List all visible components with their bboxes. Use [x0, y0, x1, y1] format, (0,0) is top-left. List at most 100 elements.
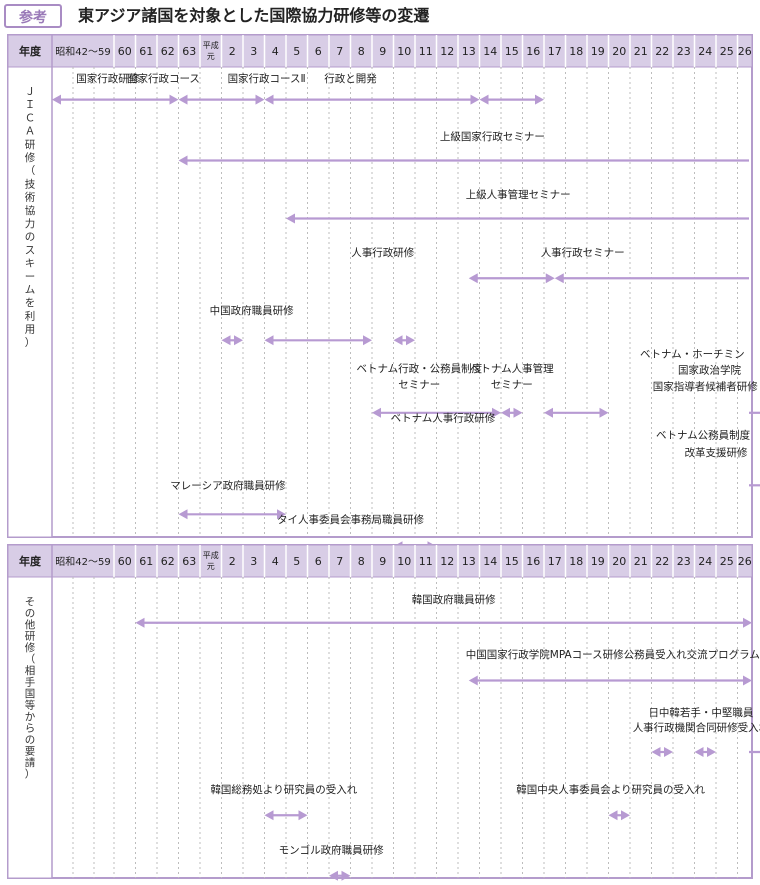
- section-label-char: 他: [25, 618, 36, 631]
- course-label: 人事行政研修: [351, 246, 414, 259]
- arrow-head-left: [393, 335, 403, 346]
- year-tick-label: 22: [655, 45, 669, 58]
- year-tick-label: 15: [505, 45, 519, 58]
- arrow-head-left: [468, 273, 478, 284]
- arrow-head-right: [470, 94, 480, 105]
- year-tick-label: 11: [419, 555, 433, 568]
- year-tick-label: 25: [720, 45, 734, 58]
- section-label-char: Ａ: [25, 126, 36, 138]
- year-tick-label: 14: [483, 45, 497, 58]
- section-label-char: の: [25, 734, 36, 746]
- arrow-head-left: [52, 94, 61, 105]
- section-label-char: 研: [25, 631, 36, 643]
- year-tick-label: 11: [419, 45, 433, 58]
- course-label: 中国国家行政学院MPAコース研修公務員受入れ交流プログラム: [466, 648, 760, 661]
- year-header-label: 年度: [19, 44, 42, 58]
- course-label: マレーシア政府職員研修: [170, 479, 286, 492]
- section-label-char: ）: [25, 337, 36, 349]
- arrow-head-left: [608, 810, 618, 821]
- course-label: 国家政治学院: [678, 364, 741, 377]
- section-label-char: 研: [25, 139, 36, 151]
- year-tick-label: 7: [336, 555, 343, 568]
- arrow-head-right: [743, 617, 752, 628]
- year-tick-label: 23: [677, 45, 691, 58]
- section-label-char: （: [25, 165, 36, 177]
- arrow-head-left: [178, 509, 188, 520]
- year-tick-label: 12: [440, 555, 454, 568]
- year-tick-label: 26: [738, 45, 752, 58]
- year-tick-label: 17: [548, 555, 562, 568]
- arrow-head-right: [341, 870, 351, 881]
- arrow-head-left: [501, 407, 510, 418]
- year-tick-label: 60: [118, 45, 132, 58]
- arrow-head-right: [255, 94, 265, 105]
- year-tick-label: 7: [336, 45, 343, 58]
- year-tick-label: 4: [272, 45, 279, 58]
- section-label-char: 修: [25, 641, 36, 654]
- section-label-char: ー: [25, 271, 36, 283]
- arrow-head-left: [264, 810, 274, 821]
- year-tick-label: 19: [591, 555, 605, 568]
- year-tick-label: 23: [677, 555, 691, 568]
- section-label-char: 用: [25, 324, 36, 336]
- year-tick-label: 元: [207, 562, 215, 571]
- year-tick-label: 平成: [203, 40, 219, 50]
- arrow-head-left: [372, 407, 381, 418]
- arrow-head-left: [554, 273, 564, 284]
- year-tick-label: 12: [440, 45, 454, 58]
- section-label-char: ス: [25, 244, 36, 256]
- section-label-char: 請: [25, 756, 36, 769]
- year-tick-label: 21: [634, 555, 648, 568]
- course-label: セミナー: [491, 379, 533, 391]
- arrow-head-left: [479, 94, 489, 105]
- year-tick-label: 6: [315, 45, 322, 58]
- year-tick-label: 21: [634, 45, 648, 58]
- section-label-char: キ: [25, 258, 36, 270]
- section-label-char: （: [25, 654, 36, 666]
- section-label-cell: [7, 576, 53, 879]
- year-tick-label: 16: [526, 45, 540, 58]
- arrow-head-left: [264, 335, 274, 346]
- course-label: ベトナム行政・公務員制度: [356, 362, 482, 375]
- section-label-char: 術: [25, 191, 36, 204]
- arrow-head-right: [743, 675, 752, 686]
- year-tick-label: 2: [229, 555, 236, 568]
- course-label: 韓国中央人事委員会より研究員の受入れ: [516, 783, 705, 796]
- arrow-head-right: [277, 509, 286, 520]
- year-tick-label: 9: [379, 555, 386, 568]
- arrow-head-right: [599, 407, 609, 418]
- year-tick-label: 26: [738, 555, 752, 568]
- course-label: ベトナム人事行政研修: [391, 411, 496, 424]
- section-label-char: Ｃ: [25, 112, 36, 124]
- reference-badge: 参考: [4, 4, 62, 28]
- arrow-head-left: [178, 94, 188, 105]
- course-label: ベトナム人事管理: [470, 362, 554, 375]
- course-label: 行政と開発: [324, 72, 377, 85]
- year-tick-label: 13: [462, 555, 476, 568]
- section-label-char: ら: [25, 723, 36, 735]
- section-label-char: ）: [25, 769, 36, 781]
- arrow-head-left: [468, 675, 478, 686]
- section-label-char: か: [25, 711, 36, 723]
- year-tick-label: 3: [250, 45, 257, 58]
- section-frame: [7, 34, 753, 538]
- section-label-char: 手: [25, 676, 36, 689]
- year-tick-label: 17: [548, 45, 562, 58]
- section-label-char: を: [25, 297, 36, 309]
- arrow-head-left: [329, 870, 338, 881]
- year-tick-label: 18: [569, 555, 583, 568]
- course-label: 中国政府職員研修: [210, 304, 294, 317]
- year-tick-label: 昭和42〜59: [55, 46, 110, 58]
- year-tick-label: 24: [698, 45, 712, 58]
- year-tick-label: 9: [379, 45, 386, 58]
- section-label-char: 協: [25, 204, 36, 217]
- year-tick-label: 平成: [203, 550, 219, 560]
- year-tick-label: 昭和42〜59: [55, 556, 110, 568]
- year-tick-label: 2: [229, 45, 236, 58]
- year-tick-label: 24: [698, 555, 712, 568]
- year-tick-label: 14: [483, 555, 497, 568]
- arrow-head-left: [286, 213, 295, 224]
- year-header-label: 年度: [19, 554, 42, 568]
- arrow-head-right: [298, 810, 308, 821]
